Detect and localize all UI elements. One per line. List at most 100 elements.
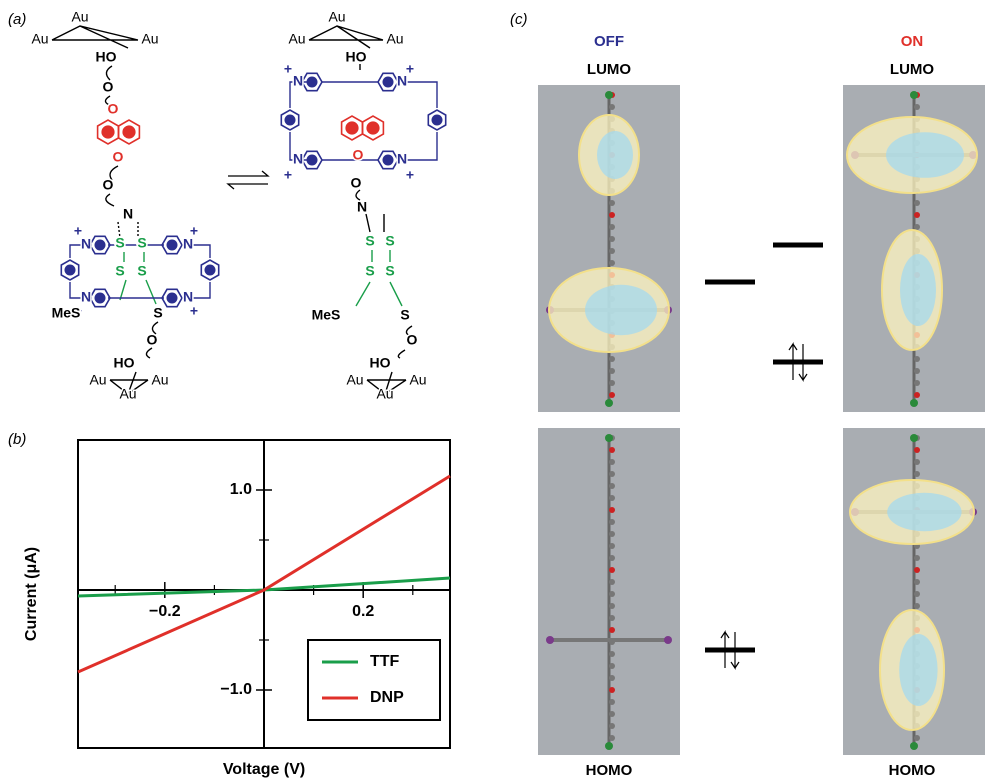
atom [609, 200, 615, 206]
atom [609, 555, 615, 561]
ring-center [383, 77, 394, 88]
atom-label: + [406, 167, 414, 183]
atom-label: Au [89, 372, 106, 388]
bond [356, 250, 402, 306]
atom [914, 224, 920, 230]
atom-label: + [190, 303, 198, 319]
atom-label: HO [370, 355, 391, 371]
atom [609, 615, 615, 621]
ring-center [95, 240, 106, 251]
atom-label: Au [386, 31, 403, 47]
atom [609, 368, 615, 374]
atom-label: Au [328, 9, 345, 25]
atom [609, 260, 615, 266]
atom-label: Au [346, 372, 363, 388]
bond [52, 26, 138, 48]
ring-center [95, 293, 106, 304]
atom-label: Au [288, 31, 305, 47]
atom [609, 392, 615, 398]
atom-label: + [284, 61, 292, 77]
atom-label: S [115, 235, 124, 251]
atom-label: HO [96, 49, 117, 65]
atom [609, 651, 615, 657]
atom [609, 567, 615, 573]
y-axis-title: Current (μA) [23, 547, 40, 641]
atom [914, 555, 920, 561]
state-label: ON [901, 33, 924, 50]
atom-label: Au [31, 31, 48, 47]
atom [609, 627, 615, 633]
atom [910, 742, 918, 750]
ring-center [432, 115, 443, 126]
atom [609, 236, 615, 242]
atom-label: O [108, 101, 119, 117]
ring-center [122, 125, 135, 138]
ring-center [307, 155, 318, 166]
atom [914, 392, 920, 398]
atom-label: Au [409, 372, 426, 388]
atom [609, 380, 615, 386]
ring-center [383, 155, 394, 166]
atom [609, 687, 615, 693]
atom-label: Au [71, 9, 88, 25]
atom [664, 636, 672, 644]
atom-label: + [190, 223, 198, 239]
y-tick-label: 1.0 [230, 481, 252, 498]
atom [609, 459, 615, 465]
figure: (a) (b) (c) OFF ON LUMO LUMO HOMO HOMO A… [0, 0, 985, 781]
atom-label: O [103, 177, 114, 193]
atom-label: MeS [52, 305, 81, 321]
ring-center [307, 77, 318, 88]
atom [914, 735, 920, 741]
atom [609, 711, 615, 717]
ring-center [101, 125, 114, 138]
atom [609, 495, 615, 501]
atom [910, 91, 918, 99]
atom-label: S [153, 305, 162, 321]
atom-label: + [406, 61, 414, 77]
orbital-lobe [597, 131, 633, 179]
atom [914, 567, 920, 573]
legend-label: DNP [370, 689, 404, 706]
orbital-label: HOMO [889, 762, 936, 779]
atom-label: S [385, 233, 394, 249]
atom-label: Au [376, 386, 393, 402]
atom [609, 735, 615, 741]
x-axis-title: Voltage (V) [223, 761, 305, 778]
atom [609, 603, 615, 609]
atom [910, 434, 918, 442]
atom [914, 447, 920, 453]
ring-center [167, 293, 178, 304]
atom [609, 471, 615, 477]
orbital-lobe [900, 254, 936, 326]
x-tick-label: −0.2 [149, 603, 181, 620]
atom [914, 603, 920, 609]
atom [609, 212, 615, 218]
atom-label: N [397, 151, 407, 167]
legend-label: TTF [370, 653, 400, 670]
state-label: OFF [594, 33, 624, 50]
atom [914, 200, 920, 206]
atom [609, 248, 615, 254]
orbital-lobe [887, 493, 961, 531]
ring-center [167, 240, 178, 251]
atom [914, 380, 920, 386]
atom-label: S [365, 263, 374, 279]
orbital-label: LUMO [890, 61, 934, 78]
atom [609, 663, 615, 669]
atom [609, 519, 615, 525]
atom-label: S [365, 233, 374, 249]
orbital-label: LUMO [587, 61, 631, 78]
atom [609, 531, 615, 537]
atom [609, 447, 615, 453]
atom-label: O [407, 332, 418, 348]
atom [609, 591, 615, 597]
ring-center [345, 121, 358, 134]
atom [609, 104, 615, 110]
atom-label: O [353, 147, 364, 163]
atom [914, 356, 920, 362]
atom [914, 368, 920, 374]
atom [914, 104, 920, 110]
atom [609, 507, 615, 513]
ring-center [205, 265, 216, 276]
